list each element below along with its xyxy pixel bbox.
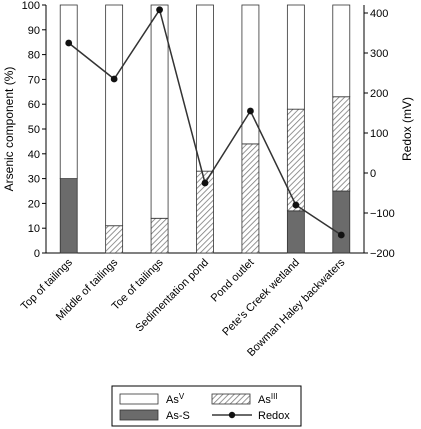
bar-asv — [286, 4, 305, 110]
redox-point — [247, 107, 254, 115]
y-tick-label-left: 90 — [28, 25, 40, 37]
y-tick-label-right: 0 — [370, 168, 376, 180]
bar-asv — [332, 4, 351, 98]
y-tick-label-left: 60 — [28, 99, 40, 111]
bar-as-s — [59, 178, 78, 254]
redox-point — [156, 6, 163, 14]
bar-as-s — [332, 190, 351, 254]
y-tick-label-left: 20 — [28, 198, 40, 210]
y-tick-label-right: 300 — [370, 48, 388, 60]
bar-asv — [105, 4, 124, 227]
y-tick-label-left: 50 — [28, 124, 40, 136]
x-tick-label: Pete's Creek wetland — [220, 257, 302, 339]
bar-asv — [196, 4, 214, 172]
x-tick-label: Bowman Haley backwaters — [245, 256, 348, 359]
bar-asv — [59, 4, 78, 180]
y-tick-label-left: 0 — [34, 248, 40, 260]
y-axis-right-title: Redox (mV) — [400, 97, 414, 161]
bar-asv — [150, 4, 169, 219]
y-tick-label-left: 80 — [28, 50, 40, 62]
legend-swatch — [211, 393, 251, 405]
redox-point — [110, 75, 118, 83]
y-tick-label-right: 200 — [370, 88, 388, 100]
redox-point — [337, 231, 345, 239]
bar-asiii — [105, 225, 124, 254]
plot-area: 0 10 20 30 40 50 60 70 80 90 100 −200 −100 0 100 200 300… — [19, 0, 395, 359]
legend-label: As-S — [166, 410, 190, 422]
bar-asiii — [286, 108, 305, 212]
bar-asiii — [241, 143, 260, 254]
legend-label: Redox — [258, 410, 290, 422]
legend-swatch — [119, 393, 159, 405]
legend-swatch — [119, 409, 159, 421]
redox-point — [292, 201, 300, 209]
y-tick-label-left: 40 — [28, 149, 40, 161]
y-tick-label-left: 100 — [22, 0, 40, 12]
y-tick-label-right: 100 — [370, 128, 388, 140]
redox-point — [65, 39, 73, 47]
bar-asiii — [332, 96, 351, 192]
y-tick-label-left: 70 — [28, 74, 40, 86]
bar-asiii — [150, 217, 169, 254]
y-axis-title: Arsenic component (%) — [2, 67, 16, 192]
redox-point — [201, 179, 209, 187]
bar-as-s — [286, 210, 305, 254]
x-tick-label: Pond outlet — [209, 257, 257, 305]
y-tick-label-right: −200 — [370, 248, 395, 260]
y-tick-label-right: −100 — [370, 208, 395, 220]
legend-redox-marker — [228, 411, 236, 419]
y-tick-label-right: 400 — [370, 8, 388, 20]
y-tick-label-left: 10 — [28, 223, 40, 235]
y-tick-label-left: 30 — [28, 174, 40, 186]
bar-asv — [241, 4, 260, 145]
